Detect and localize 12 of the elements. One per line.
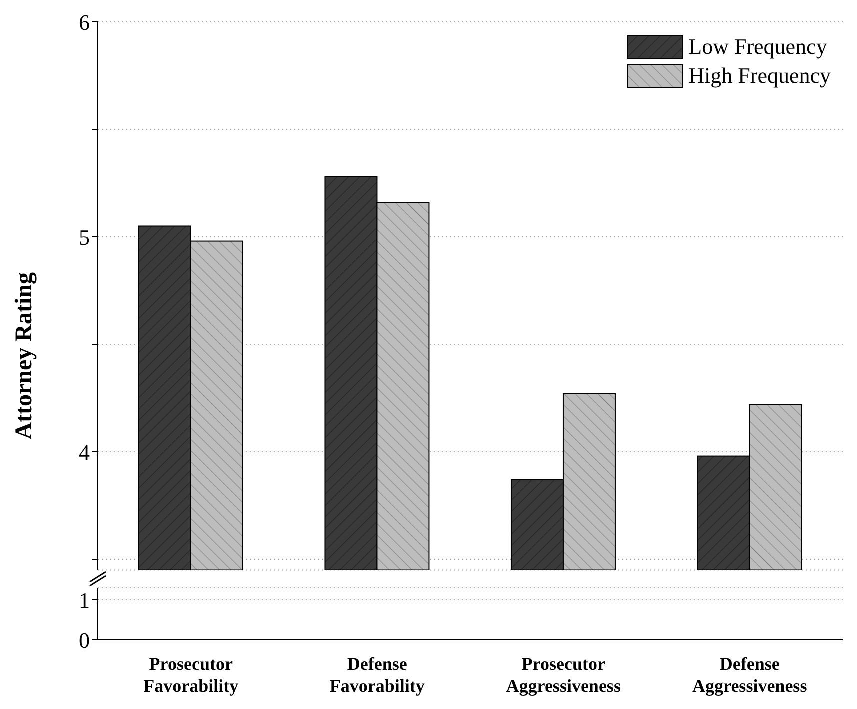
y-axis-title: Attorney Rating bbox=[12, 272, 38, 440]
y-tick-label: 0 bbox=[79, 628, 90, 654]
x-tick-label: Prosecutor Aggressiveness bbox=[506, 654, 621, 696]
x-tick-label: Prosecutor Favorability bbox=[144, 654, 239, 696]
legend-label: Low Frequency bbox=[688, 33, 828, 61]
x-tick-label: Defense Favorability bbox=[330, 654, 425, 696]
y-tick-label: 5 bbox=[79, 224, 90, 250]
x-tick-label: Defense Aggressiveness bbox=[692, 654, 808, 696]
y-tick-label: 4 bbox=[79, 440, 90, 465]
y-tick-label: 1 bbox=[79, 588, 90, 614]
legend-label: High Frequency bbox=[688, 62, 831, 90]
y-tick-label: 6 bbox=[79, 10, 90, 35]
